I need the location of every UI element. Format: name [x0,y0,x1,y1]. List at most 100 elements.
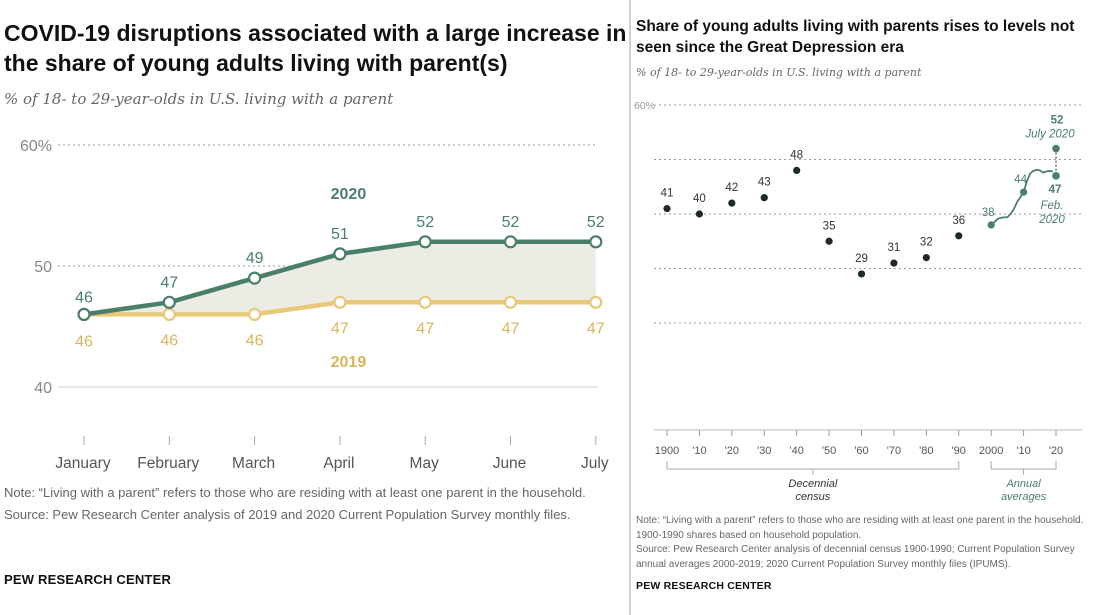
highlight-point [1052,172,1060,180]
y-tick-label: 60% [20,138,52,155]
right-chart-subtitle: % of 18- to 29-year-olds in U.S. living … [636,66,922,79]
x-tick-label: May [410,455,440,472]
x-tick-label: '30 [757,445,771,457]
group-label-line: census [795,491,830,503]
data-label: 47 [502,320,520,337]
data-label: 46 [75,289,93,306]
decennial-point [922,254,930,262]
data-label: 42 [725,182,738,194]
right-chart-note: Note: “Living with a parent” refers to t… [636,515,1084,541]
series-2020-point [503,235,518,249]
data-label: 46 [75,333,93,350]
decennial-point [728,199,736,207]
left-chart-title: COVID-19 disruptions associated with a l… [4,20,627,76]
data-label: 47 [331,320,349,337]
group-label-line: Decennial [788,478,837,490]
data-label: 40 [693,193,706,205]
y-tick-label: 60% [634,100,655,112]
decennial-point [760,194,768,202]
data-label: 47 [416,320,434,337]
highlight-date-label: Feb. 2020 [1038,200,1065,226]
x-tick-label: '70 [887,445,901,457]
group-label-line: averages [1001,491,1047,503]
series-2020-point [248,271,262,285]
decennial-point [695,210,704,218]
data-label: 46 [160,332,178,349]
data-label: 31 [888,242,901,254]
decennial-point [857,270,866,278]
x-tick-label: March [232,455,275,472]
data-label: 48 [790,149,803,161]
series-2020-point [418,235,432,249]
gap-shading [84,241,596,315]
left-chart-svg: 60% 50 40 January February March April May June J… [20,138,609,472]
series-2019-point [248,307,262,321]
decennial-point [955,232,963,240]
data-label: 41 [661,188,674,200]
highlight-date-label-line: Feb. [1040,200,1063,212]
left-chart-subtitle: % of 18- to 29-year-olds in U.S. living … [4,90,394,108]
series-name-label: 2020 [331,186,367,203]
decennial-point [890,259,898,267]
data-label: 38 [982,207,995,219]
x-tick-label: April [323,455,354,472]
x-tick-label: '60 [854,445,868,457]
series-2019-point [589,295,603,309]
y-tick-label: 40 [34,380,52,397]
data-label: 46 [246,332,264,349]
x-tick-label: '10 [692,445,706,457]
left-chart-note: Note: “Living with a parent” refers to t… [4,485,586,500]
data-label: 52 [416,214,434,231]
highlight-value-label: 47 [1049,184,1062,196]
x-tick-label: '90 [952,445,966,457]
data-label: 49 [246,250,264,267]
data-label: 52 [502,214,520,231]
group-bracket [990,461,1057,470]
series-2019-point [503,295,518,309]
decennial-point [663,204,671,213]
x-tick-label: '80 [919,445,933,457]
highlight-date-label-line: 2020 [1038,214,1065,226]
highlight-point [1052,144,1060,153]
right-chart-panel: Share of young adults living with parent… [632,0,1100,615]
panel-divider [629,0,631,615]
group-label: Decennial census [788,478,837,503]
data-label: 36 [952,215,965,227]
right-chart-svg: 60% 1900 '10 '20 '30 '40 '50 '60 '70 '80 '90 2000 '1… [634,100,1082,503]
data-label: 52 [587,214,605,231]
highlight-value-label: 52 [1051,115,1064,127]
series-2020-point [589,235,603,249]
x-tick-label: 1900 [655,445,679,457]
series-2019-point [333,295,347,309]
x-tick-label: '20 [1049,445,1063,457]
data-label: 47 [160,274,178,291]
series-2020-point [162,295,176,309]
data-label: 51 [331,226,349,243]
left-chart-panel: COVID-19 disruptions associated with a l… [4,20,627,587]
data-label: 43 [758,177,771,189]
decennial-point [825,237,833,245]
data-label: 47 [587,320,605,337]
x-tick-label: 2000 [979,445,1003,457]
x-tick-label: June [493,455,527,472]
x-tick-label: January [55,455,110,472]
series-name-label: 2019 [331,354,367,371]
series-2019-point [418,295,432,309]
group-bracket [666,461,960,470]
data-label: 35 [823,220,836,232]
data-label: 32 [920,237,933,249]
left-chart-notes: Note: “Living with a parent” refers to t… [4,484,624,528]
x-tick-label: '50 [822,445,836,457]
right-chart-source: Source: Pew Research Center analysis of … [636,544,1075,570]
y-tick-label: 50 [34,259,52,276]
annual-point [987,221,995,229]
decennial-point [793,166,801,174]
left-chart-source: Source: Pew Research Center analysis of … [4,507,571,522]
data-label: 29 [855,253,868,265]
x-tick-label: '20 [725,445,739,457]
x-tick-label: '10 [1016,445,1030,457]
x-tick-label: February [137,455,199,472]
x-tick-label: July [581,455,609,472]
series-2020-point [333,247,347,261]
series-2020-point [77,307,91,321]
